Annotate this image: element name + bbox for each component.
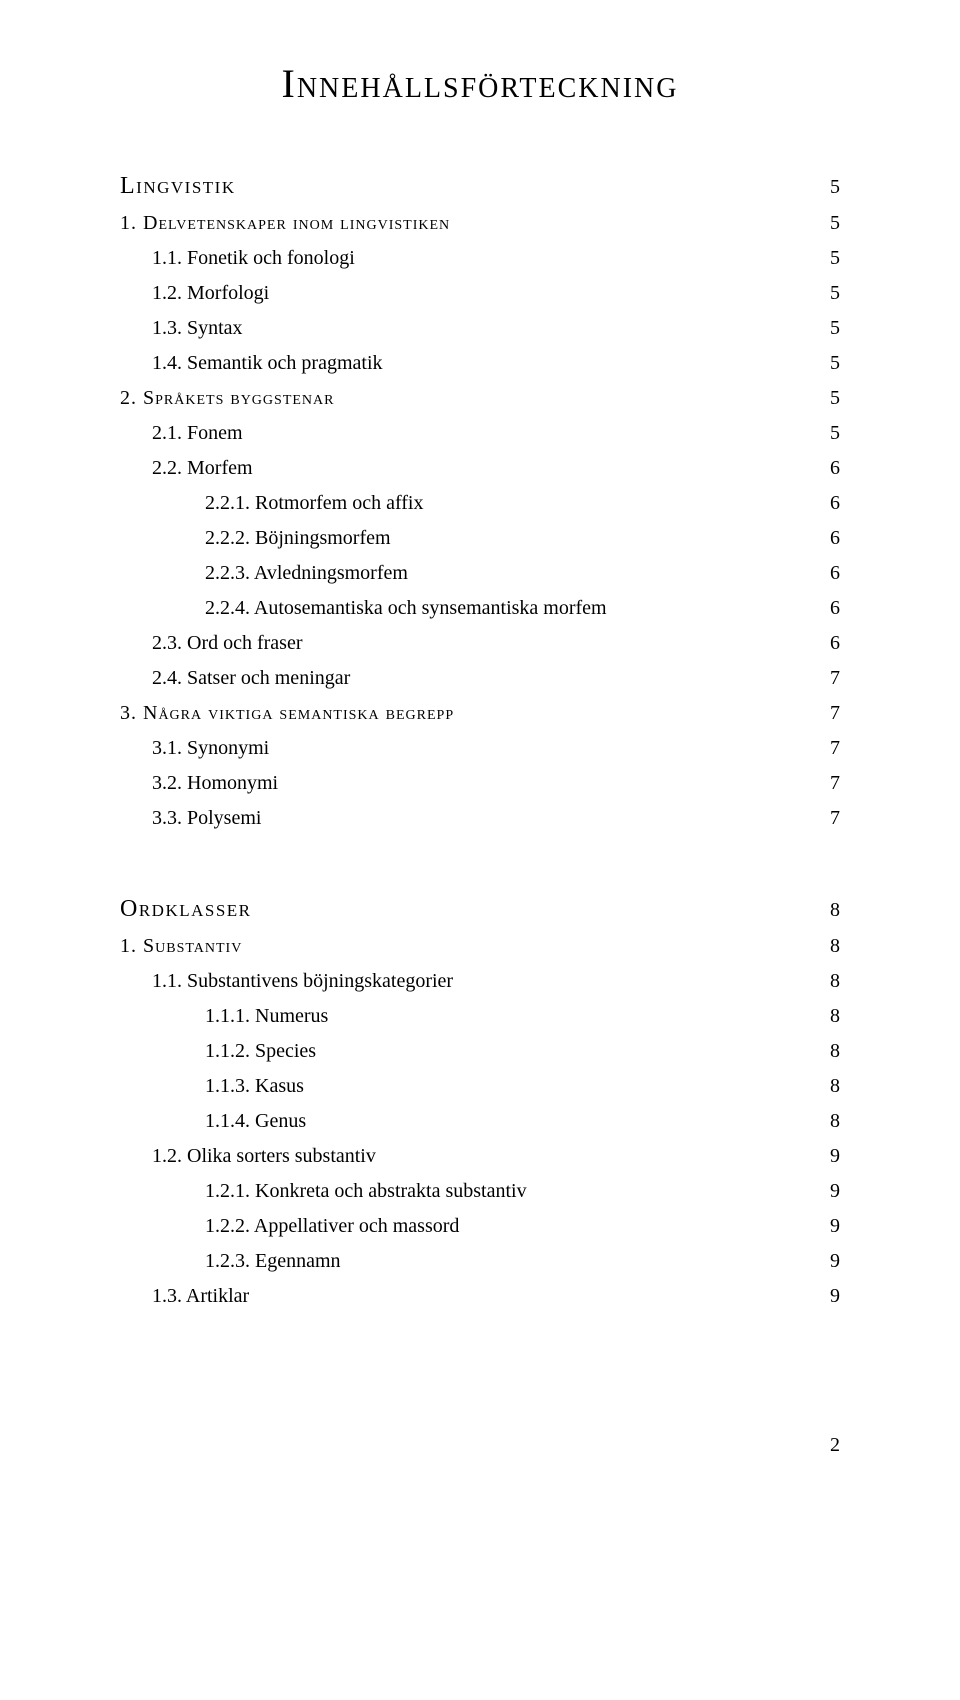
toc-entry-label: 2.4. Satser och meningar	[152, 667, 350, 690]
toc-entry-page: 9	[816, 1285, 840, 1308]
toc-entry-page: 9	[816, 1145, 840, 1168]
toc-entry-label: 1.3. Syntax	[152, 317, 243, 340]
toc-entry-label: 1.1. Fonetik och fonologi	[152, 247, 355, 270]
toc-row: 1.2. Morfologi 5	[120, 276, 840, 311]
toc-entry-label: 1.1.2. Species	[205, 1040, 316, 1063]
toc-row: 1.2.2. Appellativer och massord 9	[120, 1209, 840, 1244]
page-number: 2	[120, 1314, 840, 1457]
toc-entry-label: 1.1.3. Kasus	[205, 1075, 304, 1098]
toc-entry-label: 1. Substantiv	[120, 935, 242, 958]
toc-entry-page: 8	[816, 1110, 840, 1133]
toc-entry-label: 1.2. Olika sorters substantiv	[152, 1145, 376, 1168]
toc-entry-label: 2.2. Morfem	[152, 457, 253, 480]
toc-row: 2.2.4. Autosemantiska och synsemantiska …	[120, 591, 840, 626]
toc-entry-page: 8	[816, 970, 840, 993]
toc-row: 3.3. Polysemi 7	[120, 801, 840, 836]
toc-entry-label: 1.1.1. Numerus	[205, 1005, 328, 1028]
toc-row: 2.1. Fonem 5	[120, 416, 840, 451]
toc-entry-page: 5	[816, 176, 840, 199]
toc-entry-page: 5	[816, 422, 840, 445]
toc-entry-label: 3.2. Homonymi	[152, 772, 278, 795]
toc-entry-page: 5	[816, 317, 840, 340]
toc-entry-label: 2.2.1. Rotmorfem och affix	[205, 492, 423, 515]
toc-entry-page: 7	[816, 737, 840, 760]
toc-entry-label: 2.2.2. Böjningsmorfem	[205, 527, 391, 550]
toc-entry-page: 5	[816, 387, 840, 410]
toc-entry-page: 7	[816, 807, 840, 830]
toc-row: 2.2.2. Böjningsmorfem 6	[120, 521, 840, 556]
toc-entry-page: 8	[816, 935, 840, 958]
toc-entry-page: 9	[816, 1215, 840, 1238]
toc-entry-page: 7	[816, 667, 840, 690]
toc-entry-label: 2.3. Ord och fraser	[152, 632, 303, 655]
toc-entry-page: 8	[816, 1040, 840, 1063]
toc-row: 3.1. Synonymi 7	[120, 731, 840, 766]
toc-entry-page: 5	[816, 247, 840, 270]
toc-entry-label: 1.3. Artiklar	[152, 1285, 249, 1308]
toc-entry-label: 2.2.3. Avledningsmorfem	[205, 562, 408, 585]
toc-row: 2.2.1. Rotmorfem och affix 6	[120, 486, 840, 521]
toc-row: 1. Substantiv 8	[120, 929, 840, 964]
toc-entry-label: 3.3. Polysemi	[152, 807, 261, 830]
toc-entry-page: 8	[816, 1075, 840, 1098]
document-title: Innehållsförteckning	[120, 60, 840, 107]
toc-row: Lingvistik 5	[120, 167, 840, 206]
toc-entry-page: 7	[816, 772, 840, 795]
toc-entry-label: Lingvistik	[120, 173, 236, 200]
toc-entry-page: 5	[816, 212, 840, 235]
toc-entry-label: 1.1. Substantivens böjningskategorier	[152, 970, 453, 993]
toc-entry-label: 1.4. Semantik och pragmatik	[152, 352, 383, 375]
toc-entry-page: 6	[816, 562, 840, 585]
toc-entry-page: 5	[816, 282, 840, 305]
toc-row: 1.3. Syntax 5	[120, 311, 840, 346]
toc-row: 1.2.1. Konkreta och abstrakta substantiv…	[120, 1174, 840, 1209]
toc-entry-page: 9	[816, 1180, 840, 1203]
toc-row: Ordklasser 8	[120, 890, 840, 929]
toc-row: 2.4. Satser och meningar 7	[120, 661, 840, 696]
toc-entry-page: 6	[816, 632, 840, 655]
toc-entry-page: 6	[816, 527, 840, 550]
toc-entry-label: 1.1.4. Genus	[205, 1110, 306, 1133]
toc-entry-label: 3. Några viktiga semantiska begrepp	[120, 702, 454, 725]
toc-row: 1.1.4. Genus 8	[120, 1104, 840, 1139]
toc-row: 1. Delvetenskaper inom lingvistiken 5	[120, 206, 840, 241]
toc-row: 1.1.1. Numerus 8	[120, 999, 840, 1034]
toc-entry-page: 6	[816, 597, 840, 620]
toc-row: 1.1.3. Kasus 8	[120, 1069, 840, 1104]
toc-entry-label: 1.2.3. Egennamn	[205, 1250, 341, 1273]
toc-row: 1.1. Substantivens böjningskategorier 8	[120, 964, 840, 999]
toc-row: 2.2. Morfem 6	[120, 451, 840, 486]
toc-row: 1.2.3. Egennamn 9	[120, 1244, 840, 1279]
toc-row: 1.4. Semantik och pragmatik 5	[120, 346, 840, 381]
toc-entry-label: 2.1. Fonem	[152, 422, 243, 445]
toc-row: 2. Språkets byggstenar 5	[120, 381, 840, 416]
toc-entry-label: 1. Delvetenskaper inom lingvistiken	[120, 212, 450, 235]
toc-row: 2.3. Ord och fraser 6	[120, 626, 840, 661]
toc-row: 1.2. Olika sorters substantiv 9	[120, 1139, 840, 1174]
toc-entry-label: 2. Språkets byggstenar	[120, 387, 334, 410]
toc-row: 1.3. Artiklar 9	[120, 1279, 840, 1314]
toc-entry-page: 8	[816, 1005, 840, 1028]
section-gap	[120, 836, 840, 890]
toc-entry-label: 1.2.1. Konkreta och abstrakta substantiv	[205, 1180, 527, 1203]
page-container: Innehållsförteckning Lingvistik51. Delve…	[0, 0, 960, 1497]
toc-row: 3. Några viktiga semantiska begrepp 7	[120, 696, 840, 731]
toc-entry-page: 9	[816, 1250, 840, 1273]
toc-entry-label: Ordklasser	[120, 896, 252, 923]
toc-row: 1.1. Fonetik och fonologi 5	[120, 241, 840, 276]
toc-entry-page: 6	[816, 492, 840, 515]
toc-entry-label: 2.2.4. Autosemantiska och synsemantiska …	[205, 597, 607, 620]
toc-row: 1.1.2. Species 8	[120, 1034, 840, 1069]
toc-row: 2.2.3. Avledningsmorfem 6	[120, 556, 840, 591]
toc-entry-label: 1.2.2. Appellativer och massord	[205, 1215, 459, 1238]
toc-entry-label: 1.2. Morfologi	[152, 282, 269, 305]
toc-entry-page: 6	[816, 457, 840, 480]
toc-row: 3.2. Homonymi 7	[120, 766, 840, 801]
toc-entry-page: 7	[816, 702, 840, 725]
toc-entry-label: 3.1. Synonymi	[152, 737, 269, 760]
toc-entry-page: 5	[816, 352, 840, 375]
toc-list: Lingvistik51. Delvetenskaper inom lingvi…	[120, 167, 840, 1314]
toc-entry-page: 8	[816, 899, 840, 922]
